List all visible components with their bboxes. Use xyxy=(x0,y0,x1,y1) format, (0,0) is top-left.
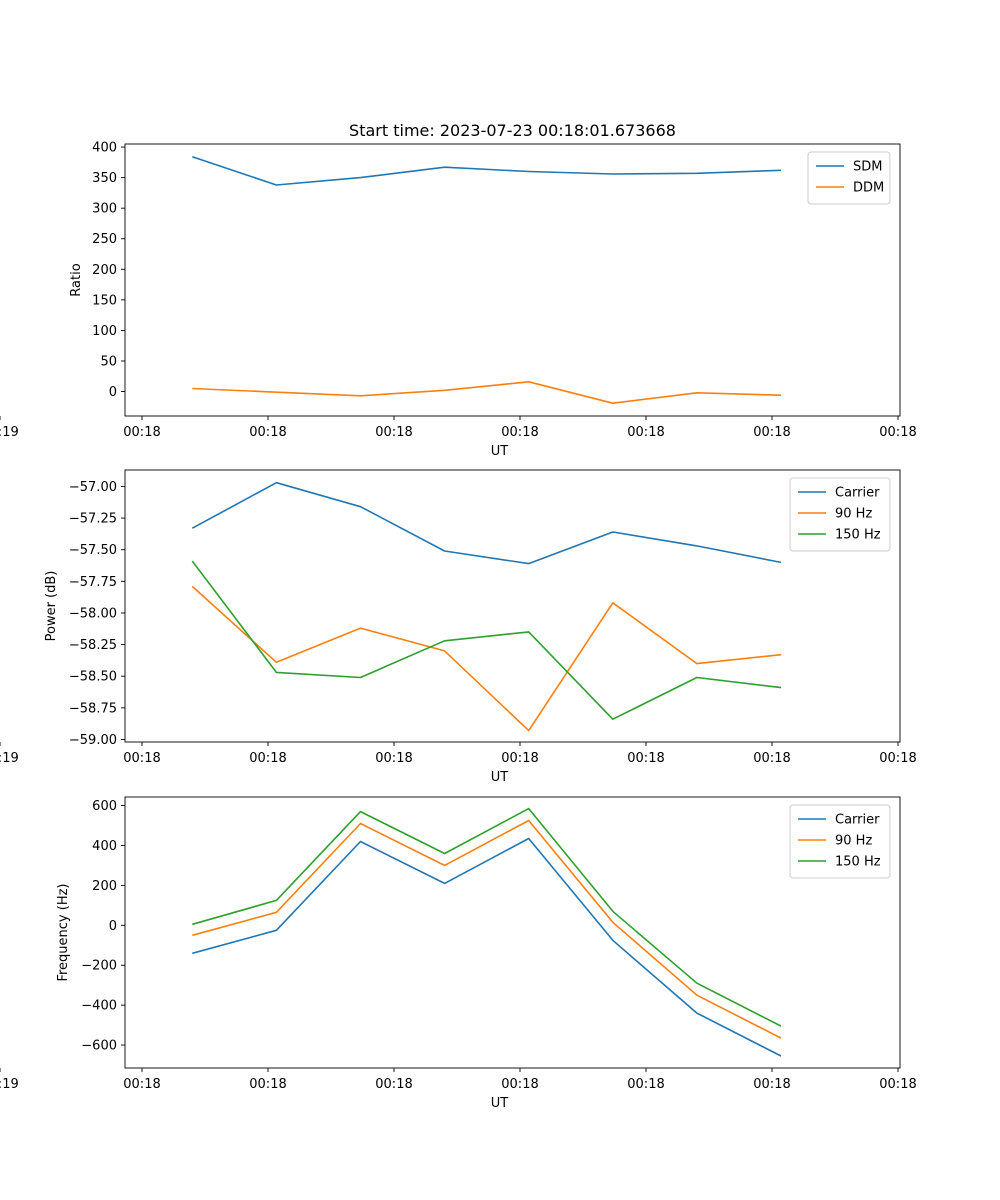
legend-label: DDM xyxy=(853,181,884,196)
x-tick-label: 00:18 xyxy=(879,425,916,440)
legend: Carrier 90 Hz 150 Hz xyxy=(789,804,891,879)
legend-label: 150 Hz xyxy=(835,528,881,543)
y-tick-label: −59.00 xyxy=(69,733,117,748)
x-axis: 00:18 00:18 00:18 00:18 00:18 00:18 00:18 00:19 xyxy=(0,416,917,440)
y-tick-label: 200 xyxy=(92,263,117,278)
series-line-150-hz xyxy=(191,560,782,721)
y-tick-label: −57.50 xyxy=(69,543,117,558)
x-tick-label: 00:18 xyxy=(249,425,286,440)
x-tick-label: 00:18 xyxy=(123,1077,160,1092)
series-line-90-hz xyxy=(191,585,782,732)
legend: SDM DDM xyxy=(807,151,891,205)
legend: Carrier 90 Hz 150 Hz xyxy=(789,477,891,552)
x-tick-label: 00:18 xyxy=(753,1077,790,1092)
x-tick-label: 00:18 xyxy=(753,751,790,766)
y-axis: 600 400 200 0 −200 −400 −600 xyxy=(81,799,125,1054)
y-tick-label: 250 xyxy=(92,232,117,247)
x-tick-label: 00:18 xyxy=(123,751,160,766)
y-tick-label: −58.00 xyxy=(69,606,117,621)
y-axis: 0 50 100 150 200 250 300 350 400 xyxy=(92,141,125,400)
legend-box xyxy=(789,804,891,879)
figure-title: Start time: 2023-07-23 00:18:01.673668 xyxy=(349,121,676,140)
x-tick-label: 00:18 xyxy=(627,425,664,440)
legend-label: SDM xyxy=(853,160,882,175)
series-line-ddm xyxy=(192,380,782,405)
series-line-carrier xyxy=(191,481,782,565)
y-tick-label: 300 xyxy=(92,202,117,217)
x-tick-label: 00:18 xyxy=(501,425,538,440)
y-axis-label: Frequency (Hz) xyxy=(56,883,71,981)
legend-box xyxy=(807,151,891,205)
x-tick-label: 00:18 xyxy=(879,1077,916,1092)
series-line-150-hz xyxy=(192,807,782,1027)
x-tick-label: 00:18 xyxy=(249,1077,286,1092)
x-tick-label: 00:18 xyxy=(627,751,664,766)
series-line-90-hz xyxy=(192,819,782,1039)
axes-frame xyxy=(124,796,901,1069)
chart-panel-1: 00:18 00:18 00:18 00:18 00:18 00:18 00:18 00:19… xyxy=(0,141,917,459)
x-tick-label: 00:18 xyxy=(375,751,412,766)
legend-label: 90 Hz xyxy=(835,507,872,522)
y-axis-label: Ratio xyxy=(69,263,84,296)
x-tick-label: 00:19 xyxy=(0,425,19,440)
y-tick-label: 400 xyxy=(92,839,117,854)
y-tick-label: −57.75 xyxy=(69,575,117,590)
x-axis-label: UT xyxy=(491,1096,509,1111)
y-axis-label: Power (dB) xyxy=(44,571,59,642)
x-tick-label: 00:18 xyxy=(375,1077,412,1092)
y-tick-label: −57.25 xyxy=(69,512,117,527)
series-line-carrier xyxy=(192,837,782,1057)
y-tick-label: 350 xyxy=(92,171,117,186)
y-tick-label: 400 xyxy=(92,141,117,156)
legend-label: Carrier xyxy=(835,486,880,501)
series-line-sdm xyxy=(192,156,782,186)
legend-label: Carrier xyxy=(835,813,880,828)
y-tick-label: 0 xyxy=(109,919,117,934)
y-tick-label: 100 xyxy=(92,324,117,339)
legend-box xyxy=(789,477,891,552)
x-tick-label: 00:18 xyxy=(753,425,790,440)
y-tick-label: −400 xyxy=(81,999,117,1014)
x-tick-label: 00:19 xyxy=(0,1077,19,1092)
y-tick-label: −57.00 xyxy=(69,480,117,495)
y-axis: −57.00 −57.25 −57.50 −57.75 −58.00 −58.25 −58.… xyxy=(69,480,125,748)
chart-panel-2: 00:18 00:18 00:18 00:18 00:18 00:18 00:18 00:19… xyxy=(0,469,917,785)
x-axis: 00:18 00:18 00:18 00:18 00:18 00:18 00:18 00:19 xyxy=(0,742,917,766)
x-axis-label: UT xyxy=(491,770,509,785)
legend-label: 150 Hz xyxy=(835,855,881,870)
x-tick-label: 00:18 xyxy=(627,1077,664,1092)
axes-frame xyxy=(124,469,901,743)
y-tick-label: −58.50 xyxy=(69,670,117,685)
y-tick-label: −600 xyxy=(81,1039,117,1054)
legend-label: 90 Hz xyxy=(835,834,872,849)
x-axis: 00:18 00:18 00:18 00:18 00:18 00:18 00:18 00:19 xyxy=(0,1068,917,1092)
y-tick-label: 600 xyxy=(92,799,117,814)
y-tick-label: −200 xyxy=(81,959,117,974)
x-tick-label: 00:18 xyxy=(375,425,412,440)
x-tick-label: 00:18 xyxy=(501,1077,538,1092)
y-tick-label: 200 xyxy=(92,879,117,894)
x-tick-label: 00:19 xyxy=(0,751,19,766)
x-axis-label: UT xyxy=(491,444,509,459)
x-tick-label: 00:18 xyxy=(501,751,538,766)
y-tick-label: 0 xyxy=(109,385,117,400)
y-tick-label: −58.75 xyxy=(69,701,117,716)
x-tick-label: 00:18 xyxy=(249,751,286,766)
x-tick-label: 00:18 xyxy=(123,425,160,440)
x-tick-label: 00:18 xyxy=(879,751,916,766)
y-tick-label: 50 xyxy=(100,354,117,369)
y-tick-label: −58.25 xyxy=(69,638,117,653)
axes-frame xyxy=(124,143,901,417)
y-tick-label: 150 xyxy=(92,293,117,308)
chart-panel-3: 00:18 00:18 00:18 00:18 00:18 00:18 00:18 00:19… xyxy=(0,796,917,1111)
